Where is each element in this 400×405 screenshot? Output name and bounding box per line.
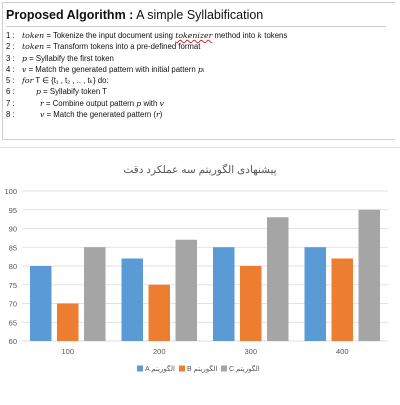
line-var: p bbox=[36, 87, 41, 97]
line-text: = Syllabify token T bbox=[41, 87, 107, 97]
algorithm-line-2: 2 : token = Transform tokens into a pre-d… bbox=[6, 41, 395, 52]
algorithm-line-3: 3 : p = Syllabify the first token bbox=[6, 53, 395, 64]
bar-c-100 bbox=[84, 247, 106, 341]
line-var: k bbox=[257, 31, 263, 40]
algorithm-line-4: 4 : v = Match the generated pattern with … bbox=[6, 64, 395, 75]
y-tick-label: 80 bbox=[9, 262, 17, 271]
section-divider bbox=[0, 147, 400, 148]
algorithm-title: Proposed Algorithm : A simple Syllabific… bbox=[6, 7, 386, 27]
legend-swatch bbox=[221, 365, 227, 372]
line-number: 7 : bbox=[6, 98, 15, 108]
bar-b-100 bbox=[57, 303, 79, 341]
line-text: = Transform tokens into a pre-defined fo… bbox=[44, 42, 201, 52]
algorithm-title-bold: Proposed Algorithm : bbox=[6, 8, 134, 22]
x-tick-label: 300 bbox=[244, 347, 257, 356]
x-tick-label: 100 bbox=[61, 347, 74, 356]
line-text: = Tokenize the input document using bbox=[44, 31, 176, 40]
line-var: r bbox=[40, 98, 44, 108]
y-tick-label: 100 bbox=[4, 187, 17, 196]
line-text: = Match the generated pattern ( bbox=[44, 110, 157, 120]
chart-bars bbox=[30, 209, 380, 341]
line-var: v bbox=[159, 98, 164, 108]
line-number: 8 : bbox=[6, 110, 15, 120]
bar-c-400 bbox=[358, 209, 380, 341]
algorithm-title-rest: A simple Syllabification bbox=[133, 8, 264, 22]
bar-c-300 bbox=[267, 217, 289, 341]
line-text: with bbox=[141, 98, 160, 108]
line-text: T ∈ {t₁ , t₂ , .. , tₖ} do: bbox=[33, 76, 109, 86]
line-var: v bbox=[22, 64, 27, 74]
algorithm-line-5: 5 : for T ∈ {t₁ , t₂ , .. , tₖ} do: bbox=[6, 75, 395, 86]
line-number: 1 : bbox=[6, 31, 15, 40]
line-keyword: for bbox=[22, 76, 34, 86]
line-var: p bbox=[136, 98, 142, 108]
line-text: = Combine output pattern bbox=[43, 98, 137, 108]
chart-x-axis: 100 200 300 400 bbox=[61, 347, 348, 356]
line-number: 2 : bbox=[6, 42, 15, 52]
x-tick-label: 200 bbox=[153, 347, 166, 356]
algorithm-line-8: 8 : v = Match the generated pattern (r) bbox=[6, 109, 395, 120]
y-tick-label: 90 bbox=[9, 225, 17, 234]
y-tick-label: 85 bbox=[9, 243, 17, 252]
y-tick-label: 65 bbox=[9, 318, 17, 327]
chart-gridlines bbox=[22, 190, 388, 342]
line-text: = Match the generated pattern with initi… bbox=[26, 64, 198, 74]
line-text: = Syllabify the first token bbox=[27, 53, 114, 63]
y-tick-label: 70 bbox=[9, 300, 17, 309]
line-var: r bbox=[156, 110, 160, 120]
bar-a-200 bbox=[121, 258, 143, 341]
line-number: 6 : bbox=[6, 87, 15, 97]
line-text: tokens bbox=[262, 31, 288, 40]
line-number: 5 : bbox=[6, 76, 15, 86]
legend-label: B الگوریتم bbox=[187, 364, 217, 373]
bar-c-200 bbox=[175, 239, 197, 341]
chart-legend: A الگوریتم B الگوریتم C الگوریتم bbox=[137, 364, 260, 373]
line-text: method into bbox=[212, 31, 258, 40]
legend-swatch bbox=[179, 365, 185, 372]
algorithm-line-6: 6 : p = Syllabify token T bbox=[6, 86, 395, 97]
bar-a-400 bbox=[304, 247, 326, 341]
bar-b-200 bbox=[148, 284, 170, 341]
line-var: v bbox=[40, 110, 45, 120]
legend-label: C الگوریتم bbox=[229, 364, 260, 373]
bar-a-300 bbox=[213, 247, 235, 341]
line-number: 4 : bbox=[6, 64, 15, 74]
bar-b-400 bbox=[331, 258, 353, 341]
bar-a-100 bbox=[30, 266, 52, 341]
legend-label: A الگوریتم bbox=[145, 364, 175, 373]
x-tick-label: 400 bbox=[336, 347, 349, 356]
bar-b-300 bbox=[240, 266, 262, 341]
chart-title: پیشنهادی الگوریتم سه عملکرد دقت bbox=[123, 163, 276, 176]
line-text: ) bbox=[159, 110, 163, 120]
chart-y-axis: 60 65 70 75 80 85 90 95 100 bbox=[4, 187, 17, 346]
y-tick-label: 75 bbox=[9, 281, 17, 290]
line-var: tokenizer bbox=[175, 31, 213, 40]
chart-container: پیشنهادی الگوریتم سه عملکرد دقت 60 65 70 75… bbox=[0, 150, 400, 400]
legend-swatch bbox=[137, 365, 143, 372]
algorithm-line-1: 1 : token = Tokenize the input document u… bbox=[6, 30, 395, 41]
line-var: token bbox=[22, 31, 45, 40]
line-var: p bbox=[22, 53, 27, 63]
y-tick-label: 95 bbox=[9, 206, 17, 215]
bar-chart: پیشنهادی الگوریتم سه عملکرد دقت 60 65 70 75… bbox=[4, 163, 388, 373]
line-number: 3 : bbox=[6, 53, 15, 63]
y-tick-label: 60 bbox=[9, 337, 17, 346]
algorithm-box: Proposed Algorithm : A simple Syllabific… bbox=[2, 2, 395, 140]
line-var: pᵢ bbox=[197, 64, 205, 74]
line-var: token bbox=[22, 42, 45, 52]
algorithm-line-7: 7 : r = Combine output pattern p with v bbox=[6, 98, 395, 109]
